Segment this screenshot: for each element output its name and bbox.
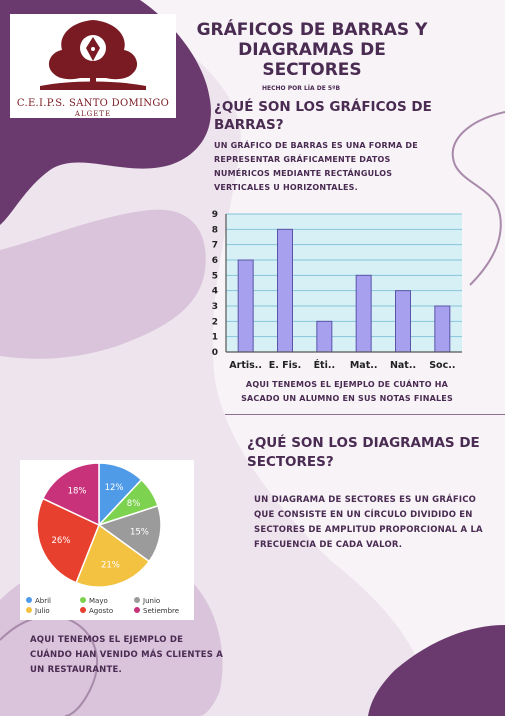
bars-heading: ¿QUÉ SON LOS GRÁFICOS DE BARRAS? (214, 98, 432, 134)
light-blob-left (0, 209, 206, 359)
section-divider (225, 414, 505, 415)
bar-chart: 0 1 2 3 4 5 6 7 8 9 Artis.. E. Fis. Éti.. Mat.. Nat.. S… (204, 206, 466, 376)
logo-school-name: C.E.I.P.S. SANTO DOMINGO (16, 98, 170, 109)
legend-swatch (80, 597, 86, 603)
pie-description-line: SECTORES DE AMPLITUD PROPORCIONAL A LA (254, 525, 483, 535)
y-tick-label: 6 (212, 256, 218, 266)
bar (355, 274, 372, 353)
pie-chart-svg: 12%8% 15% 21% 26% 18% Abril Mayo Junio Julio Agos… (26, 462, 179, 615)
pie-description-line: QUE CONSISTE EN UN CÍRCULO DIVIDIDO EN (254, 510, 473, 520)
pie-slice (75, 523, 151, 588)
y-tick-label: 9 (212, 210, 218, 220)
plot-area (226, 214, 462, 352)
pie-heading-line: SECTORES? (247, 454, 334, 470)
legend-label: Setiembre (143, 607, 179, 615)
pie-description: UN DIAGRAMA DE SECTORES ES UN GRÁFICO QU… (254, 493, 483, 553)
x-tick-label: Éti.. (314, 359, 336, 371)
legend-swatch (134, 607, 140, 613)
legend-swatch (134, 597, 140, 603)
pie-caption-line: UN RESTAURANTE. (30, 665, 122, 675)
y-tick-label: 1 (212, 333, 218, 343)
y-tick-label: 4 (212, 287, 218, 297)
pie-chart: 12% 8% 15% 21% 26% 18% Abril Mayo Junio Julio Agos… (20, 460, 194, 620)
legend-label: Abril (35, 597, 51, 605)
y-tick-label: 3 (212, 302, 218, 312)
bars-caption: AQUI TENEMOS EL EJEMPLO DE CUÁNTO HA SAC… (240, 378, 454, 406)
bars-description: UN GRÁFICO DE BARRAS ES UNA FORMA DE REP… (214, 139, 418, 195)
pie-heading-line: ¿QUÉ SON LOS DIAGRAMAS DE (247, 435, 480, 451)
pie-caption-line: CUÁNDO HAN VENIDO MÁS CLIENTES A (30, 650, 223, 660)
page-title-line: GRÁFICOS DE BARRAS Y (196, 20, 428, 40)
legend-swatch (80, 607, 86, 613)
pie-caption: AQUI TENEMOS EL EJEMPLO DE CUÁNDO HAN VE… (30, 633, 223, 678)
slice-value-label: 8% (127, 499, 141, 509)
pen-nib-tree-icon (40, 20, 146, 90)
y-tick-label: 0 (212, 348, 218, 358)
pie-slice (36, 497, 100, 584)
pie-description-line: FRECUENCIA DE CADA VALOR. (254, 540, 403, 550)
slice-value-label: 15% (130, 527, 149, 537)
x-tick-label: Soc.. (429, 360, 455, 371)
bar (237, 259, 254, 353)
slice-value-label: 26% (52, 536, 71, 546)
x-tick-label: E. Fis. (269, 360, 301, 371)
pie-heading: ¿QUÉ SON LOS DIAGRAMAS DE SECTORES? (247, 434, 480, 472)
x-tick-label: Mat.. (350, 360, 378, 371)
y-tick-label: 2 (212, 317, 218, 327)
bars-heading-line: BARRAS? (214, 117, 284, 133)
legend-label: Agosto (89, 607, 113, 615)
x-tick-label: Artis.. (229, 360, 262, 371)
dark-blob-bottom-right (368, 625, 505, 716)
page-title-line: SECTORES (262, 60, 362, 80)
page-title-line: DIAGRAMAS DE (238, 40, 386, 60)
bars-caption-line: SACADO UN ALUMNO EN SUS NOTAS FINALES (241, 394, 453, 403)
bars-description-line: UN GRÁFICO DE BARRAS ES UNA FORMA DE (214, 141, 418, 150)
legend-label: Junio (142, 597, 160, 605)
legend-label: Mayo (89, 597, 108, 605)
bar (316, 320, 333, 353)
bars-description-line: REPRESENTAR GRÁFICAMENTE DATOS (214, 155, 391, 164)
pie-description-line: UN DIAGRAMA DE SECTORES ES UN GRÁFICO (254, 495, 477, 505)
bars-description-line: NUMÉRICOS MEDIANTE RECTÁNGULOS (214, 169, 393, 178)
legend-swatch (26, 597, 32, 603)
legend-swatch (26, 607, 32, 613)
y-tick-label: 5 (212, 271, 218, 281)
author-credit: HECHO POR LÍA DE 5ºB (262, 85, 341, 92)
y-tick-label: 7 (212, 241, 218, 251)
slice-value-label: 18% (68, 486, 87, 496)
legend-label: Julio (34, 607, 50, 615)
bar (277, 228, 293, 353)
logo-place: ALGETE (74, 110, 112, 118)
pie-caption-line: AQUI TENEMOS EL EJEMPLO DE (30, 635, 184, 645)
swirl-line-right (452, 111, 505, 286)
x-tick-label: Nat.. (390, 360, 416, 371)
slice-value-label: 21% (101, 560, 120, 570)
page-title: GRÁFICOS DE BARRAS Y DIAGRAMAS DE SECTOR… (196, 20, 428, 80)
slice-value-label: 12% (105, 483, 124, 493)
bars-description-line: VERTICALES U HORIZONTALES. (214, 183, 358, 192)
bars-heading-line: ¿QUÉ SON LOS GRÁFICOS DE (214, 99, 432, 115)
y-tick-label: 8 (212, 225, 218, 235)
school-logo: C.E.I.P.S. SANTO DOMINGO ALGETE (10, 14, 176, 118)
bars-caption-line: AQUI TENEMOS EL EJEMPLO DE CUÁNTO HA (245, 380, 449, 389)
white-blob-top-right (110, 0, 505, 716)
pie-slice (97, 504, 162, 563)
bar-chart-svg: 0 1 2 3 4 5 6 7 8 9 Artis.. E. Fis. Éti.. Mat.. Nat.. S… (212, 210, 462, 371)
bar (395, 290, 411, 353)
bar (434, 305, 451, 353)
pie-slice (41, 462, 100, 527)
